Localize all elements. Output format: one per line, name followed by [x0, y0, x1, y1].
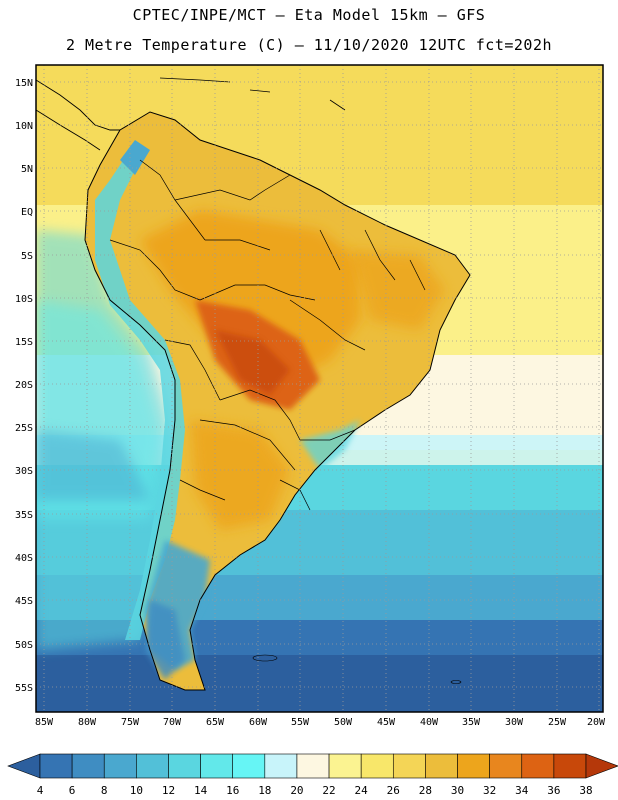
colorbar-swatch: [71, 753, 105, 779]
colorbar-label: 26: [387, 784, 400, 797]
lat-label: 50S: [15, 640, 33, 651]
colorbar-label: 6: [69, 784, 76, 797]
colorbar-swatch: [103, 753, 137, 779]
lat-label: 40S: [15, 553, 33, 564]
lat-label: 20S: [15, 380, 33, 391]
map-title-line-1: CPTEC/INPE/MCT – Eta Model 15km – GFS: [132, 6, 486, 24]
colorbar-swatch: [168, 753, 201, 779]
colorbar-swatch: [553, 753, 587, 779]
lat-label: 45S: [15, 596, 33, 607]
lon-label: 65W: [206, 717, 225, 728]
colorbar-swatches: [39, 753, 587, 779]
colorbar-label: 12: [162, 784, 175, 797]
longitude-labels: 85W 80W 75W 70W 65W 60W 55W 50W 45W 40W …: [35, 717, 606, 728]
colorbar-swatch: [328, 753, 362, 779]
lat-label: 35S: [15, 510, 33, 521]
colorbar-swatch: [360, 753, 394, 779]
colorbar-labels: 4 6 8 10 12 14 16 18 20 22 24 26 28 30 32 34 36 38: [37, 784, 593, 797]
lon-label: 45W: [377, 717, 396, 728]
central-america-coast: [36, 79, 120, 151]
lon-label: 35W: [462, 717, 481, 728]
colorbar-label: 28: [419, 784, 432, 797]
colorbar-label: 10: [130, 784, 143, 797]
colorbar-label: 32: [483, 784, 496, 797]
colorbar-swatch: [296, 753, 330, 779]
colorbar-high-arrow: [585, 753, 618, 779]
latitude-labels: 15N 10N 5N EQ 5S 10S 15S 20S 25S 30S 35S…: [15, 78, 33, 694]
lat-label: 10S: [15, 294, 33, 305]
lat-label: 5S: [21, 251, 33, 262]
lon-label: 60W: [249, 717, 268, 728]
lon-label: 85W: [35, 717, 54, 728]
colorbar-swatch: [392, 753, 426, 779]
colorbar-label: 38: [579, 784, 592, 797]
colorbar-label: 34: [515, 784, 529, 797]
colorbar-label: 8: [101, 784, 108, 797]
lon-label: 50W: [334, 717, 353, 728]
colorbar-label: 16: [226, 784, 239, 797]
lon-label: 70W: [163, 717, 182, 728]
lon-label: 30W: [505, 717, 524, 728]
lat-label: EQ: [21, 207, 33, 218]
colorbar-label: 4: [37, 784, 44, 797]
colorbar-swatch: [425, 753, 458, 779]
colorbar-label: 14: [194, 784, 208, 797]
temperature-field: [36, 65, 603, 712]
graticule: [36, 65, 603, 712]
lat-label: 15S: [15, 337, 33, 348]
lat-label: 30S: [15, 466, 33, 477]
colorbar-swatch: [521, 753, 555, 779]
colorbar-label: 20: [290, 784, 303, 797]
colorbar-swatch: [39, 753, 73, 779]
map-title-line-2: 2 Metre Temperature (C) – 11/10/2020 12U…: [65, 36, 553, 54]
lon-label: 55W: [291, 717, 310, 728]
lat-label: 15N: [15, 78, 33, 89]
colorbar-label: 30: [451, 784, 464, 797]
colorbar-label: 36: [547, 784, 560, 797]
colorbar-label: 24: [355, 784, 369, 797]
colorbar-label: 18: [258, 784, 271, 797]
lon-label: 25W: [548, 717, 567, 728]
colorbar-swatch: [489, 753, 523, 779]
colorbar-swatch: [200, 753, 234, 779]
colorbar-swatch: [136, 753, 169, 779]
lat-label: 10N: [15, 121, 33, 132]
country-borders: [109, 159, 426, 511]
caribbean-islands: [159, 77, 346, 111]
lon-label: 20W: [587, 717, 606, 728]
colorbar-low-arrow: [7, 753, 41, 779]
lon-label: 80W: [78, 717, 97, 728]
lon-label: 75W: [121, 717, 140, 728]
colorbar-swatch: [264, 753, 298, 779]
lat-label: 25S: [15, 423, 33, 434]
colorbar-swatch: [232, 753, 266, 779]
lat-label: 5N: [21, 164, 33, 175]
colorbar: 4 6 8 10 12 14 16 18 20 22 24 26 28 30 32 34 36 38: [7, 753, 618, 797]
colorbar-swatch: [457, 753, 490, 779]
map-frame: [35, 64, 604, 713]
lon-label: 40W: [420, 717, 439, 728]
lat-label: 55S: [15, 683, 33, 694]
colorbar-label: 22: [322, 784, 335, 797]
